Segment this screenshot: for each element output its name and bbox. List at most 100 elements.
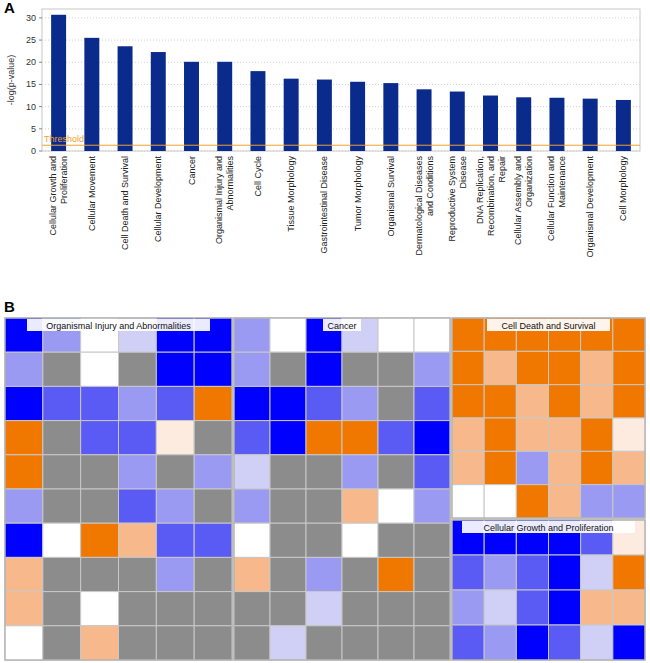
treemap-cell	[342, 592, 378, 626]
treemap-cell	[613, 418, 645, 451]
treemap-cell	[270, 421, 306, 455]
treemap-cell	[484, 485, 516, 518]
treemap-cell	[414, 489, 450, 523]
category-label: Dermatological Diseasesand Conditions	[414, 156, 435, 256]
treemap-cell	[5, 557, 43, 591]
treemap-cell	[81, 592, 119, 626]
treemap-cell	[378, 523, 414, 557]
threshold-label: Threshold	[44, 134, 84, 144]
treemap-cell	[414, 318, 450, 352]
category-label: Cell Cycle	[253, 156, 263, 197]
treemap-cell	[414, 592, 450, 626]
treemap-cell	[414, 386, 450, 420]
treemap-group: Cancer	[234, 318, 450, 660]
treemap-cell	[234, 318, 270, 352]
treemap-cell	[270, 386, 306, 420]
category-label: Cellular Growth andProliferation	[48, 156, 69, 236]
treemap-cell	[378, 489, 414, 523]
treemap-cell	[119, 626, 157, 660]
panel-label: B	[4, 298, 15, 315]
bar	[51, 15, 66, 151]
treemap-cell	[484, 555, 516, 590]
treemap-cell	[194, 557, 232, 591]
tick-label: 30	[26, 13, 36, 23]
treemap-cell	[156, 523, 194, 557]
treemap-cell	[81, 455, 119, 489]
treemap-cell	[43, 455, 81, 489]
category-label: Cellular Function andMaintenance	[546, 156, 567, 241]
treemap-cell	[5, 386, 43, 420]
treemap-cell	[306, 352, 342, 386]
treemap-cell	[234, 626, 270, 660]
treemap-cell	[306, 626, 342, 660]
treemap-cell	[306, 592, 342, 626]
treemap-cell	[234, 386, 270, 420]
treemap-cell	[43, 592, 81, 626]
treemap-cell	[378, 421, 414, 455]
treemap-cell	[549, 418, 581, 451]
group-label: Organismal Injury and Abnormalities	[46, 321, 191, 331]
treemap-cell	[5, 523, 43, 557]
category-label: Cell Death and Survival	[120, 156, 130, 250]
group-label-bg	[487, 319, 610, 331]
tick-label: 0	[31, 146, 36, 156]
treemap-cell	[342, 626, 378, 660]
treemap-cell	[342, 455, 378, 489]
treemap-cell	[5, 421, 43, 455]
treemap-cell	[342, 386, 378, 420]
category-label: Cellular Movement	[87, 156, 97, 232]
treemap-cell	[194, 592, 232, 626]
treemap-cell	[234, 592, 270, 626]
treemap-cell	[613, 385, 645, 418]
bar	[616, 100, 631, 151]
treemap-cell	[81, 557, 119, 591]
treemap-cell	[119, 489, 157, 523]
category-label: Cell Morphology	[618, 156, 628, 222]
treemap-cell	[194, 626, 232, 660]
treemap-cell	[549, 625, 581, 660]
axis-label: -log(p-value)	[6, 55, 16, 106]
treemap-cell	[581, 485, 613, 518]
treemap-cell	[452, 555, 484, 590]
panel-label: A	[4, 0, 15, 16]
treemap-cell	[452, 418, 484, 451]
treemap-cell	[613, 318, 645, 351]
treemap-cell	[194, 523, 232, 557]
treemap-cell	[194, 352, 232, 386]
tick-mark	[39, 151, 42, 152]
category-label: Tumor Morphology	[353, 156, 363, 232]
group-label-bg	[323, 319, 361, 331]
tick-mark	[39, 17, 42, 18]
treemap-cell	[119, 523, 157, 557]
treemap-cell	[378, 626, 414, 660]
treemap-cell	[378, 592, 414, 626]
treemap-cell	[156, 592, 194, 626]
treemap-cell	[156, 489, 194, 523]
treemap-cell	[452, 590, 484, 625]
treemap-cell	[306, 421, 342, 455]
treemap-cell	[306, 386, 342, 420]
treemap-cell	[156, 455, 194, 489]
tick-label: 15	[26, 79, 36, 89]
treemap-cell	[613, 625, 645, 660]
tick-label: 20	[26, 57, 36, 67]
treemap-cell	[306, 455, 342, 489]
treemap-cell	[194, 386, 232, 420]
treemap-cell	[5, 592, 43, 626]
treemap-cell	[414, 523, 450, 557]
treemap-cell	[581, 555, 613, 590]
bar	[217, 62, 232, 151]
treemap-cell	[156, 557, 194, 591]
treemap-cell	[613, 485, 645, 518]
group-label-bg	[27, 319, 210, 331]
bar	[250, 71, 265, 151]
treemap-cell	[452, 451, 484, 484]
treemap-cell	[613, 351, 645, 384]
treemap-cell	[156, 421, 194, 455]
treemap-cell	[234, 489, 270, 523]
treemap-cell	[81, 421, 119, 455]
treemap-cell	[43, 557, 81, 591]
category-label: Organismal Survival	[386, 156, 396, 237]
treemap-cell	[81, 626, 119, 660]
treemap-cell	[613, 590, 645, 625]
